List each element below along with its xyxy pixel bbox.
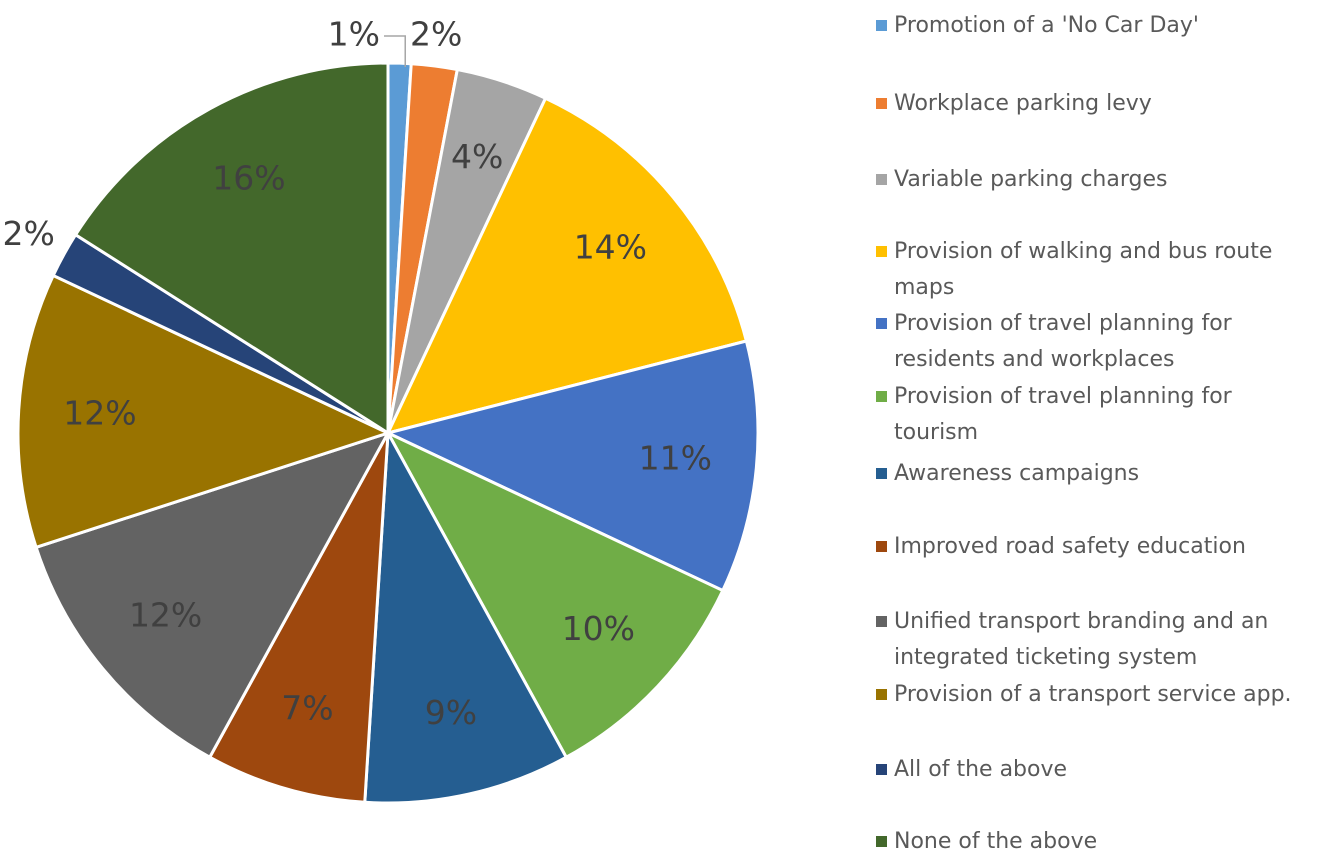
legend-swatch [876, 20, 887, 31]
legend-item: Provision of walking and bus route maps [876, 234, 1316, 306]
legend-swatch [876, 616, 887, 627]
legend-item: Provision of travel planning for tourism [876, 379, 1316, 451]
legend-label: Workplace parking levy [894, 91, 1152, 116]
legend-item: Improved road safety education [876, 529, 1316, 565]
data-label: 12% [63, 393, 136, 432]
data-label: 1% [328, 15, 380, 54]
legend-label: Provision of travel planning for residen… [894, 311, 1232, 372]
legend-swatch [876, 391, 887, 402]
legend-item: Variable parking charges [876, 162, 1316, 198]
pie-slice [363, 427, 569, 805]
pie-slice [384, 429, 725, 760]
data-label: 7% [281, 689, 333, 728]
legend-label: Provision of travel planning for tourism [894, 384, 1232, 445]
pie-slice [383, 339, 760, 593]
legend-swatch [876, 541, 887, 552]
legend-item: Provision of a transport service app. [876, 677, 1316, 713]
legend-swatch [876, 246, 887, 257]
legend-item: Provision of travel planning for residen… [876, 306, 1316, 378]
data-label: 4% [451, 137, 503, 176]
data-label: 2% [3, 214, 55, 253]
legend-item: Unified transport branding and an integr… [876, 604, 1316, 676]
pie-area: 1% 2% 4% 14% 11% 10% 9% 7% 12% 12% 2% 16% [3, 15, 760, 805]
data-label: 14% [574, 228, 647, 267]
legend-swatch [876, 836, 887, 847]
data-label: 12% [129, 595, 202, 634]
data-label: 16% [212, 159, 285, 198]
legend-item: None of the above [876, 824, 1316, 857]
legend-swatch [876, 689, 887, 700]
data-label: 2% [410, 15, 462, 54]
leader-line [384, 35, 406, 67]
data-label: 11% [639, 439, 712, 478]
legend-swatch [876, 174, 887, 185]
legend-label: Variable parking charges [894, 167, 1168, 192]
data-label: 10% [562, 609, 635, 648]
pie-slice [34, 430, 392, 760]
legend-label: Unified transport branding and an integr… [894, 609, 1269, 670]
legend-label: Promotion of a 'No Car Day' [894, 13, 1199, 38]
legend-swatch [876, 468, 887, 479]
legend-swatch [876, 764, 887, 775]
pie-slice [16, 273, 393, 550]
legend-label: Improved road safety education [894, 534, 1246, 559]
legend-label: None of the above [894, 829, 1098, 854]
legend-item: Promotion of a 'No Car Day' [876, 8, 1316, 44]
legend-item: All of the above [876, 752, 1316, 788]
pie-slice [73, 61, 390, 436]
pie-slice [207, 432, 390, 804]
legend-label: Provision of a transport service app. [894, 682, 1292, 707]
legend-label: Awareness campaigns [894, 461, 1140, 486]
legend-swatch [876, 318, 887, 329]
data-label: 9% [425, 693, 477, 732]
legend-item: Awareness campaigns [876, 456, 1316, 492]
legend-label: All of the above [894, 757, 1068, 782]
legend-swatch [876, 98, 887, 109]
legend-item: Workplace parking levy [876, 86, 1316, 122]
legend-label: Provision of walking and bus route maps [894, 239, 1273, 300]
pie-slice [385, 96, 749, 436]
